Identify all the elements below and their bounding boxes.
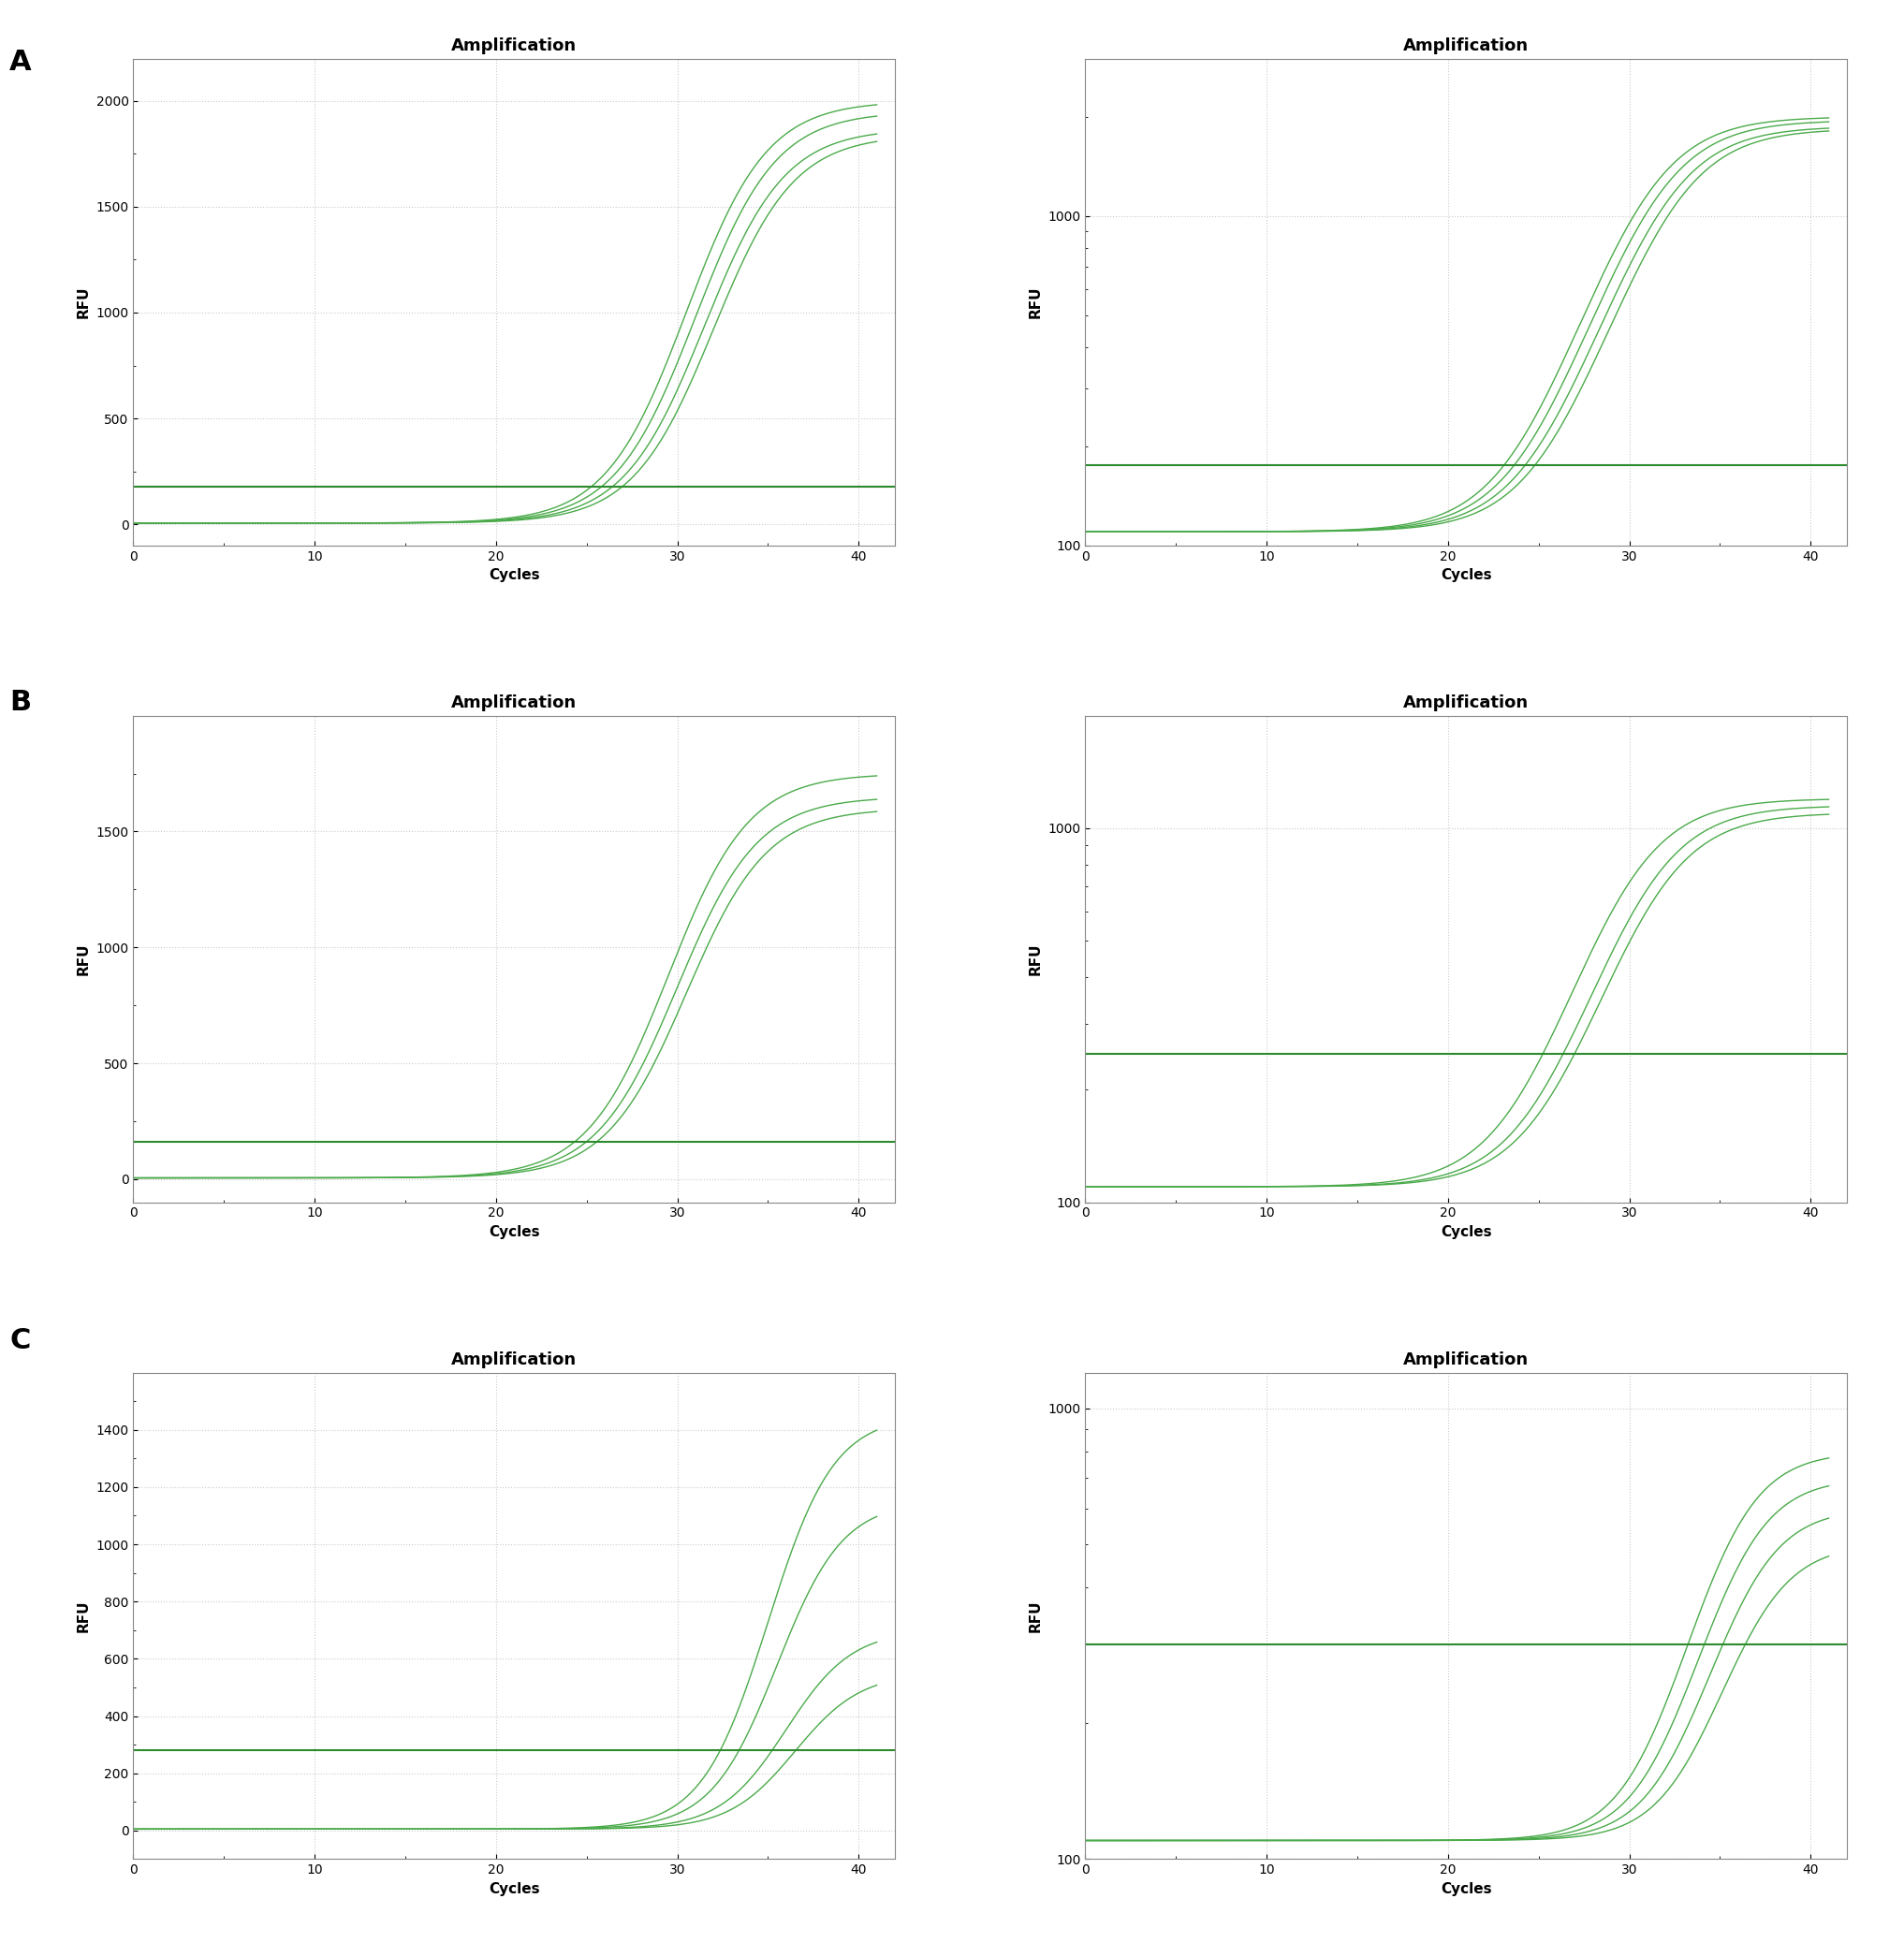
X-axis label: Cycles: Cycles [1441, 1883, 1491, 1896]
Text: B: B [10, 689, 30, 716]
Title: Amplification: Amplification [451, 37, 577, 55]
Title: Amplification: Amplification [1403, 1352, 1529, 1368]
Title: Amplification: Amplification [451, 1352, 577, 1368]
Title: Amplification: Amplification [1403, 695, 1529, 712]
X-axis label: Cycles: Cycles [489, 1883, 539, 1896]
X-axis label: Cycles: Cycles [1441, 1225, 1491, 1239]
Y-axis label: RFU: RFU [1028, 943, 1043, 975]
Title: Amplification: Amplification [1403, 37, 1529, 55]
Text: C: C [10, 1327, 30, 1354]
Y-axis label: RFU: RFU [1028, 1599, 1043, 1632]
Y-axis label: RFU: RFU [1028, 286, 1043, 319]
Y-axis label: RFU: RFU [76, 1599, 91, 1632]
X-axis label: Cycles: Cycles [489, 1225, 539, 1239]
Text: A: A [10, 49, 32, 76]
X-axis label: Cycles: Cycles [489, 568, 539, 581]
X-axis label: Cycles: Cycles [1441, 568, 1491, 581]
Title: Amplification: Amplification [451, 695, 577, 712]
Y-axis label: RFU: RFU [76, 943, 91, 975]
Y-axis label: RFU: RFU [76, 286, 91, 319]
